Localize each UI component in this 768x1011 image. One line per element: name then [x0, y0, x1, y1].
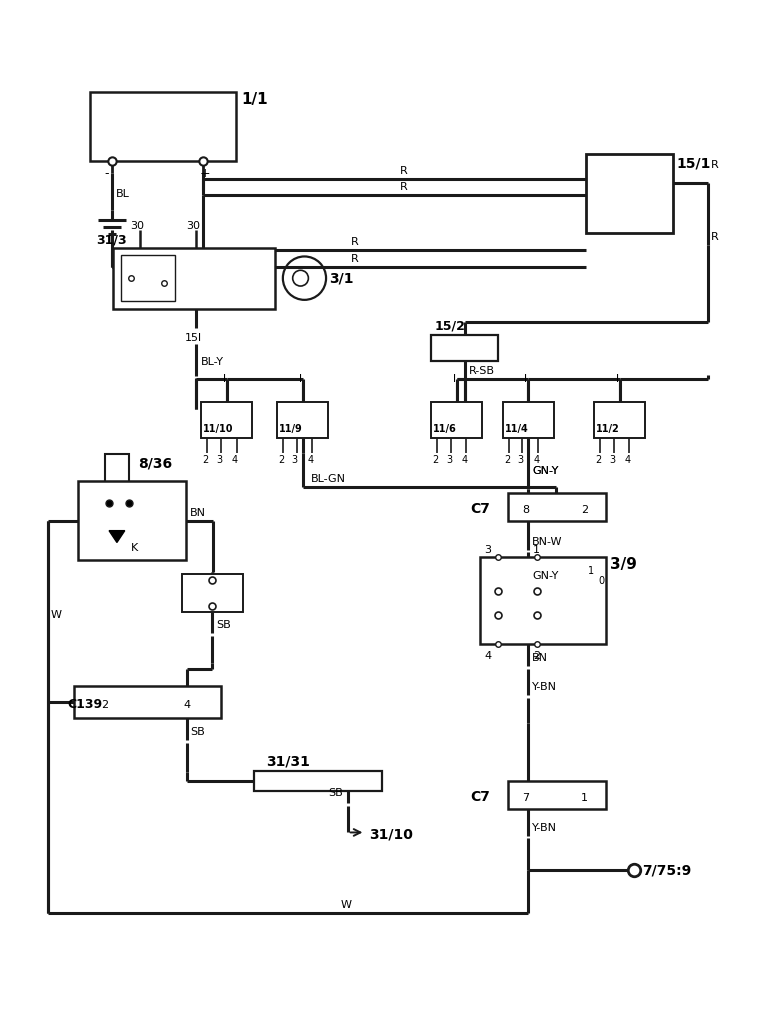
Text: 4: 4	[307, 454, 313, 464]
Bar	[182, 574, 243, 612]
Text: W: W	[341, 900, 352, 910]
Text: BN: BN	[190, 508, 206, 518]
Text: 30: 30	[131, 220, 144, 231]
Bar	[508, 782, 606, 809]
Text: 1: 1	[533, 545, 540, 555]
Text: 7: 7	[521, 792, 529, 802]
Bar	[111, 489, 123, 499]
Text: l: l	[223, 373, 226, 383]
Text: 3: 3	[292, 454, 298, 464]
Text: 3/1: 3/1	[329, 271, 353, 285]
Text: 31/3: 31/3	[96, 234, 127, 247]
Text: 11/6: 11/6	[433, 424, 457, 434]
Text: R: R	[711, 232, 719, 242]
Text: BL: BL	[116, 189, 130, 199]
Text: R: R	[711, 160, 719, 170]
Text: 2: 2	[504, 454, 510, 464]
Bar	[508, 493, 606, 522]
Text: BL-Y: BL-Y	[200, 357, 223, 367]
Bar	[121, 256, 175, 301]
Bar	[78, 482, 186, 561]
Text: 4: 4	[484, 650, 492, 660]
Bar	[431, 336, 498, 362]
Text: 3: 3	[446, 454, 452, 464]
Text: 3: 3	[609, 454, 615, 464]
Text: l: l	[616, 373, 619, 383]
Text: 3: 3	[484, 545, 492, 555]
Bar	[480, 558, 606, 644]
Text: K: K	[131, 543, 138, 553]
Text: Y-BN: Y-BN	[532, 681, 558, 692]
Text: W: W	[50, 610, 61, 620]
Text: R: R	[351, 254, 359, 264]
Text: 31/10: 31/10	[369, 827, 413, 840]
Text: C139: C139	[68, 698, 103, 711]
Text: -: -	[104, 167, 108, 179]
Text: SB: SB	[328, 788, 343, 797]
Text: l: l	[299, 373, 302, 383]
Text: 2: 2	[595, 454, 601, 464]
Bar	[431, 403, 482, 439]
Text: 1: 1	[588, 565, 594, 575]
Text: 2: 2	[101, 700, 109, 710]
Bar	[277, 403, 328, 439]
Text: 11/9: 11/9	[279, 424, 303, 434]
Text: 2: 2	[581, 504, 588, 515]
Text: 4: 4	[624, 454, 631, 464]
Text: 2: 2	[432, 454, 439, 464]
Text: 7/75:9: 7/75:9	[642, 863, 691, 877]
Text: 3/9: 3/9	[610, 556, 637, 571]
Text: BN: BN	[532, 652, 548, 662]
Text: BN-W: BN-W	[532, 537, 563, 547]
Text: 4: 4	[533, 454, 539, 464]
Text: R-SB: R-SB	[468, 365, 495, 375]
Bar	[503, 403, 554, 439]
Text: 2: 2	[278, 454, 284, 464]
Text: 4: 4	[232, 454, 238, 464]
Text: 11/2: 11/2	[596, 424, 620, 434]
Text: 8: 8	[521, 504, 529, 515]
Text: SB: SB	[190, 726, 205, 736]
Bar	[113, 249, 275, 309]
Text: +: +	[200, 167, 210, 179]
Text: C7: C7	[471, 501, 490, 516]
Text: GN-Y: GN-Y	[532, 466, 558, 476]
Text: C7: C7	[471, 789, 490, 803]
Text: l: l	[452, 373, 456, 383]
Text: 15/2: 15/2	[435, 319, 466, 332]
Text: BL-GN: BL-GN	[311, 474, 346, 484]
Text: SB: SB	[216, 620, 231, 630]
Text: 30: 30	[187, 220, 200, 231]
Text: Y-BN: Y-BN	[532, 823, 558, 833]
Text: R: R	[351, 237, 359, 247]
Text: R: R	[399, 182, 408, 192]
Bar	[201, 403, 253, 439]
Text: GN-Y: GN-Y	[532, 466, 558, 476]
Bar	[254, 771, 382, 792]
Text: 1/1: 1/1	[242, 91, 268, 106]
Text: 1: 1	[581, 792, 588, 802]
Text: 4: 4	[183, 700, 190, 710]
Text: 4: 4	[462, 454, 468, 464]
Text: R: R	[399, 166, 408, 176]
Text: 11/4: 11/4	[505, 424, 528, 434]
Polygon shape	[109, 531, 124, 543]
Text: 11/10: 11/10	[204, 424, 233, 434]
Text: 15/1: 15/1	[677, 157, 711, 171]
Text: 8/36: 8/36	[138, 456, 173, 470]
Text: l: l	[525, 373, 528, 383]
Bar	[91, 93, 236, 162]
Text: 31/31: 31/31	[266, 753, 310, 767]
Text: 2: 2	[202, 454, 209, 464]
Bar	[105, 454, 129, 489]
Text: 15l: 15l	[184, 333, 202, 343]
Bar	[594, 403, 645, 439]
Text: 3: 3	[518, 454, 524, 464]
Bar	[586, 155, 673, 234]
Text: 2: 2	[533, 650, 541, 660]
Text: 0: 0	[598, 575, 604, 585]
Bar	[74, 686, 221, 719]
Text: GN-Y: GN-Y	[532, 570, 558, 580]
Text: 3: 3	[216, 454, 222, 464]
